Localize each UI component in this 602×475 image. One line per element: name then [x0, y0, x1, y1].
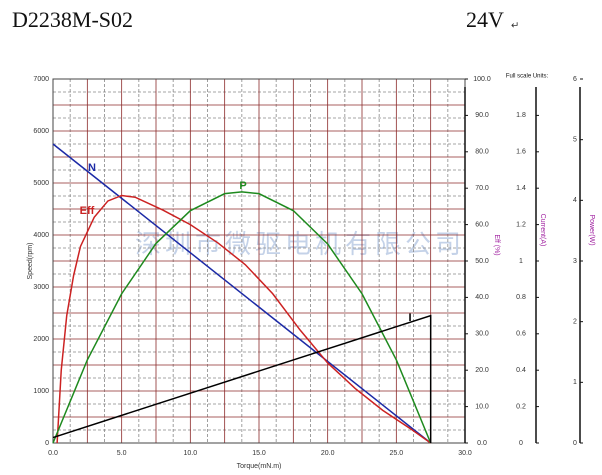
y-tick-label: 7000	[33, 76, 49, 83]
tick-label: 1.8	[516, 112, 526, 119]
curve-label: I	[408, 312, 411, 324]
y-tick-label: 3000	[33, 284, 49, 291]
tick-label: 1	[573, 379, 577, 386]
tick-label: 1	[519, 258, 523, 265]
tick-label: 3	[573, 258, 577, 265]
series-line	[52, 314, 432, 443]
curve-label: N	[88, 162, 96, 174]
tick-label: 6	[573, 76, 577, 83]
tick-label: 70.0	[475, 185, 489, 192]
tick-label: 5	[573, 137, 577, 144]
tick-label: 0.6	[516, 331, 526, 338]
tick-label: 1.2	[516, 221, 526, 228]
tick-label: 0.4	[516, 367, 526, 374]
eff-axis-title: Eff (%)	[493, 234, 500, 255]
tick-label: 10.0	[475, 403, 489, 410]
tick-label: 1.4	[516, 185, 526, 192]
tick-label: 40.0	[475, 294, 489, 301]
y-tick-label: 0	[45, 440, 49, 447]
tick-label: 30.0	[475, 331, 489, 338]
tick-label: 2	[573, 319, 577, 326]
tick-label: 0.0	[477, 440, 487, 447]
y-tick-label: 6000	[33, 128, 49, 135]
curve-label: Eff	[80, 205, 95, 217]
series-line	[52, 191, 432, 444]
tick-label: 50.0	[475, 258, 489, 265]
x-tick-label: 10.0	[184, 450, 198, 457]
return-mark: ↵	[511, 21, 519, 32]
tick-label: 1.6	[516, 149, 526, 156]
tick-label: 0.2	[516, 403, 526, 410]
y-tick-label: 1000	[33, 388, 49, 395]
series-line	[56, 194, 432, 444]
watermark: 深圳市微驱电机有限公司	[135, 229, 465, 259]
x-axis-title: Torque(mN.m)	[237, 463, 282, 470]
tick-label: 80.0	[475, 149, 489, 156]
x-tick-label: 0.0	[48, 450, 58, 457]
x-tick-label: 5.0	[117, 450, 127, 457]
tick-label: 90.0	[475, 112, 489, 119]
y-tick-label: 4000	[33, 232, 49, 239]
tick-label: 100.0	[473, 76, 491, 83]
tick-label: 60.0	[475, 221, 489, 228]
x-tick-label: 30.0	[458, 450, 472, 457]
tick-label: 4	[573, 197, 577, 204]
x-tick-label: 25.0	[390, 450, 404, 457]
y-tick-label: 2000	[33, 336, 49, 343]
tick-label: 20.0	[475, 367, 489, 374]
power-axis-title: Power(W)	[588, 214, 595, 245]
tick-label: 0.8	[516, 294, 526, 301]
tick-label: 0	[519, 440, 523, 447]
x-tick-label: 20.0	[321, 450, 335, 457]
chart-title: D2238M-S02	[12, 7, 133, 32]
y-axis-title: Speed(rpm)	[27, 243, 34, 280]
current-axis-title: Current(A)	[539, 214, 546, 247]
units-note: Full scale Units:	[506, 74, 549, 80]
y-tick-label: 5000	[33, 180, 49, 187]
voltage-label: 24V	[466, 7, 504, 32]
series-line	[52, 143, 432, 444]
curve-label: P	[239, 180, 246, 192]
tick-label: 0	[573, 440, 577, 447]
x-tick-label: 15.0	[252, 450, 266, 457]
